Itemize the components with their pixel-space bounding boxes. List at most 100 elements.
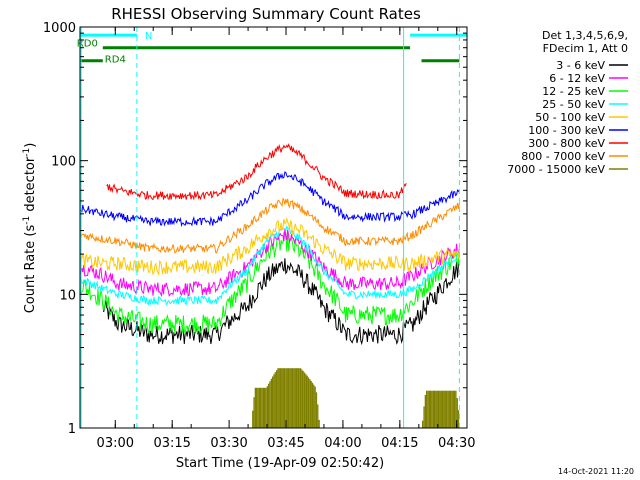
annotation-layer: N RD0 RD4 (77, 31, 467, 66)
y-axis: 1 10 100 1000 (43, 21, 467, 437)
series-bar (269, 381, 271, 428)
series-bar (265, 387, 267, 428)
y-tick-label: 1000 (43, 21, 76, 36)
y-tick-label: 1 (68, 422, 76, 437)
series-bar (311, 382, 314, 428)
series-bar (274, 372, 276, 428)
series-bar (301, 369, 303, 428)
series-bar (293, 368, 295, 428)
series-bar (266, 386, 269, 428)
legend-entry-label: 100 - 300 keV (528, 124, 605, 137)
series-bar (277, 368, 279, 428)
series-bar (282, 368, 284, 428)
x-tick-label: 03:45 (267, 436, 304, 451)
series-bar (270, 378, 273, 428)
series-bar (303, 372, 306, 428)
series-line-4 (79, 216, 460, 276)
annotation-label: RD4 (105, 55, 126, 66)
legend-header-line-1: Det 1,3,4,5,6,9, (542, 29, 628, 42)
series-bar (434, 390, 436, 428)
y-axis-label: Count Rate (s-1 detector-1) (22, 143, 38, 314)
series-bar (445, 390, 448, 428)
series-bar (447, 390, 449, 428)
x-tick-label: 04:30 (438, 436, 475, 451)
series-bar (444, 390, 446, 428)
y-axis-label-sup2: -1 (22, 148, 32, 157)
legend-entry-label: 3 - 6 keV (556, 59, 605, 72)
vertical-line-layer (80, 27, 460, 428)
y-tick-label: 10 (59, 288, 76, 303)
series-bar (305, 374, 307, 428)
x-tick-label: 04:15 (381, 436, 418, 451)
series-bar (273, 374, 275, 428)
series-bar (254, 387, 257, 428)
data-layer (79, 143, 460, 428)
footer-timestamp: 14-Oct-2021 11:20 (558, 467, 634, 476)
series-bar (283, 368, 286, 428)
series-bar (432, 390, 435, 428)
series-bar (295, 368, 298, 428)
series-line-2 (79, 231, 460, 334)
series-bar (422, 420, 424, 428)
plot-frame (79, 26, 468, 429)
series-bar (440, 390, 442, 428)
series-bar (258, 387, 261, 428)
series-bar (253, 397, 255, 428)
series-bar (431, 390, 433, 428)
y-tick-label: 100 (51, 155, 76, 170)
series-bar (276, 370, 278, 428)
series-bar (294, 368, 296, 428)
y-axis-label-sup1: -1 (22, 216, 32, 225)
x-tick-label: 03:00 (97, 436, 134, 451)
chart-title: RHESSI Observing Summary Count Rates (111, 5, 421, 23)
series-bar (272, 376, 274, 428)
series-bar (428, 390, 431, 428)
series-bar (310, 380, 312, 428)
series-bar (318, 419, 320, 428)
series-bar (426, 390, 428, 428)
series-bar (427, 390, 429, 428)
legend-entry-label: 7000 - 15000 keV (507, 163, 605, 176)
series-bar (457, 410, 460, 428)
series-bar (260, 387, 262, 428)
x-axis: 03:00 03:15 03:30 03:45 04:00 04:15 04:30 (97, 27, 475, 451)
series-bar (307, 377, 310, 428)
legend-entry-label: 300 - 800 keV (528, 137, 605, 150)
legend-entry-label: 50 - 100 keV (535, 111, 605, 124)
series-bar (442, 390, 444, 428)
series-bar (302, 371, 304, 428)
legend: Det 1,3,4,5,6,9, FDecim 1, Att 0 3 - 6 k… (507, 29, 628, 176)
series-line-5 (79, 171, 460, 228)
series-bar (423, 406, 425, 428)
series-bar (435, 390, 437, 428)
y-axis-label-mid: detector (23, 156, 38, 216)
series-bar (268, 383, 270, 428)
series-bar (455, 390, 457, 428)
series-bar (257, 387, 259, 428)
series-bar (438, 390, 440, 428)
legend-header-line-2: FDecim 1, Att 0 (543, 42, 628, 55)
x-tick-label: 03:30 (210, 436, 247, 451)
legend-entry-label: 6 - 12 keV (549, 72, 605, 85)
series-bar (261, 387, 263, 428)
x-tick-label: 04:00 (324, 436, 361, 451)
legend-entry-label: 800 - 7000 keV (521, 150, 605, 163)
series-bar (256, 387, 258, 428)
series-bar (285, 368, 287, 428)
series-bar (299, 368, 302, 428)
series-bar (451, 390, 453, 428)
x-tick-label: 03:15 (153, 436, 190, 451)
series-bar (448, 390, 450, 428)
series-line-0 (102, 258, 460, 346)
series-bar (287, 368, 290, 428)
series-bar (306, 375, 308, 428)
annotation-label: N (145, 31, 152, 42)
series-bar (280, 368, 282, 428)
series-bar (314, 386, 316, 428)
legend-entry-label: 12 - 25 keV (542, 85, 605, 98)
series-line-3 (79, 224, 460, 306)
annotation-label: RD0 (77, 39, 98, 50)
series-bar (449, 390, 452, 428)
